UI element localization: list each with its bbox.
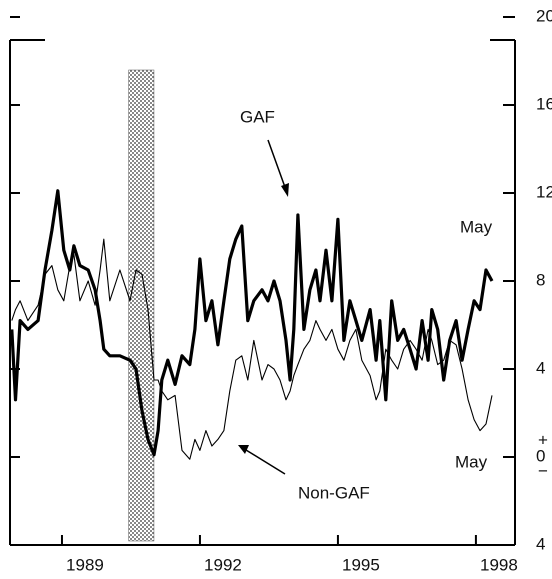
x-tick-label: 1989 — [66, 555, 104, 574]
y-tick-label: 4 — [536, 534, 545, 553]
arrow — [267, 139, 287, 191]
shaded-period — [128, 69, 155, 542]
arrow-head — [238, 445, 249, 454]
y-tick-label: 8 — [536, 270, 545, 289]
arrow — [245, 449, 286, 475]
series-line — [11, 238, 493, 460]
arrow-head — [281, 183, 289, 197]
may-label: May — [460, 217, 493, 236]
may-label: May — [455, 452, 488, 471]
nongaf-label: Non-GAF — [298, 483, 370, 502]
y-tick-label: 20 — [536, 6, 552, 25]
y-tick-label: 16 — [536, 94, 552, 113]
series-line — [10, 189, 494, 457]
x-tick-label: 1995 — [342, 555, 380, 574]
x-tick-label: 1998 — [480, 555, 518, 574]
zero-sign: + — [538, 430, 548, 449]
zero-sign: − — [538, 461, 548, 480]
y-tick-label: 4 — [536, 358, 545, 377]
x-tick-label: 1992 — [204, 555, 242, 574]
y-tick-label: 0 — [536, 446, 545, 465]
y-tick-label: 12 — [536, 182, 552, 201]
gaf-label: GAF — [240, 107, 275, 126]
